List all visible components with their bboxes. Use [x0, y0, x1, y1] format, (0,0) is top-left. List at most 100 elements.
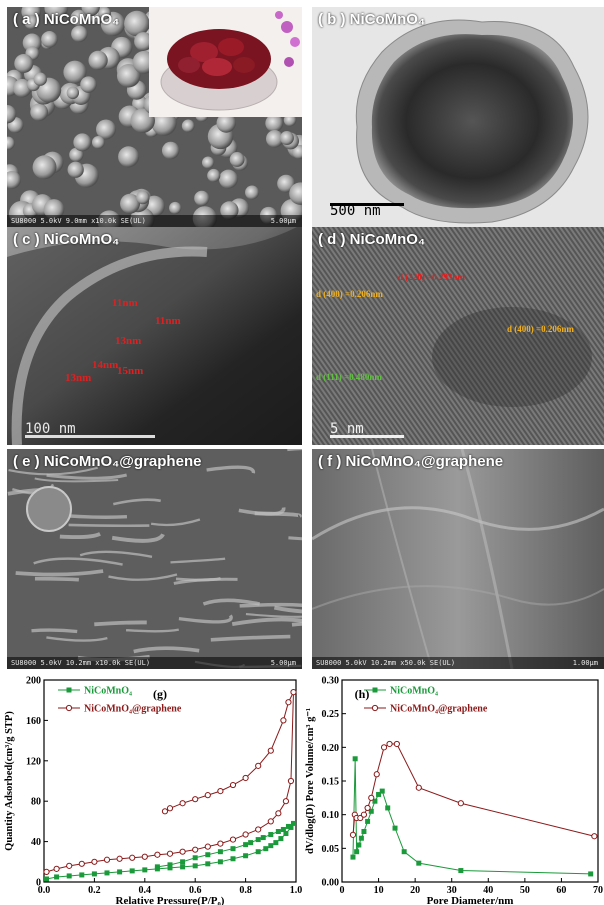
- x-tick-label: 0.2: [88, 885, 101, 896]
- data-point: [217, 840, 224, 847]
- legend-label: NiCoMnO₄: [390, 686, 438, 697]
- panel-a-sem: ( a ) NiCoMnO₄ SU8000 5.0kV 9.0mm x10.0k…: [7, 7, 302, 227]
- microsphere: [116, 64, 141, 88]
- legend-label: NiCoMnO₄: [84, 686, 132, 697]
- data-point: [457, 800, 464, 807]
- data-point: [161, 808, 169, 815]
- microsphere: [216, 113, 236, 133]
- x-tick-label: 60: [556, 885, 566, 896]
- microsphere: [63, 60, 87, 84]
- graphene-wrinkle: [79, 550, 153, 558]
- data-point: [242, 831, 249, 838]
- data-point: [364, 804, 371, 812]
- data-point: [275, 829, 281, 834]
- microsphere: [292, 144, 302, 160]
- data-point: [217, 788, 224, 795]
- microsphere: [7, 104, 17, 124]
- data-point: [217, 859, 223, 865]
- legend-marker: [66, 687, 72, 693]
- y-tick-label: 0.25: [322, 709, 340, 720]
- data-point: [116, 855, 123, 862]
- graphene-wrinkle: [231, 617, 302, 627]
- data-point: [385, 805, 391, 811]
- graphene-wrinkle: [94, 620, 147, 627]
- microsphere: [120, 193, 141, 214]
- x-tick-label: 0.8: [239, 885, 252, 896]
- graphene-wrinkle: [31, 628, 78, 634]
- panel-b-particle: [355, 19, 589, 224]
- microsphere: [43, 199, 65, 220]
- x-tick-label: 1.0: [290, 885, 302, 896]
- graphene-wrinkle: [202, 598, 261, 606]
- data-point: [229, 836, 237, 843]
- panel-e-sem: ( e ) NiCoMnO₄@graphene SU8000 5.0kV 10.…: [7, 449, 302, 669]
- panel-c-label: ( c ) NiCoMnO₄: [13, 231, 120, 248]
- data-point: [142, 867, 148, 873]
- legend-label: NiCoMnO₄@graphene: [390, 704, 488, 715]
- graphene-wrinkle: [254, 511, 302, 519]
- microsphere: [22, 33, 42, 53]
- graphene-wrinkle: [245, 613, 302, 618]
- data-point: [365, 818, 371, 824]
- graphene-wrinkle: [111, 533, 165, 543]
- microsphere: [283, 113, 297, 127]
- data-point: [167, 865, 173, 871]
- data-point: [179, 800, 186, 807]
- panel-letter: (g): [153, 687, 167, 701]
- x-axis-label: Relative Pressure(P/P₀): [116, 895, 225, 905]
- microsphere: [88, 50, 108, 71]
- microsphere: [136, 190, 150, 205]
- x-tick-label: 30: [447, 885, 457, 896]
- panel-b-scalebar: [330, 203, 404, 206]
- graphene-wrinkle: [273, 605, 302, 614]
- data-point: [268, 832, 274, 838]
- data-point: [66, 873, 72, 879]
- data-point: [376, 791, 382, 797]
- graphene-wrinkle: [68, 523, 150, 528]
- microsphere: [96, 119, 116, 140]
- y-axis-label: dV/dlog(D) Pore Volume/cm³ g⁻¹: [305, 708, 316, 854]
- microsphere: [229, 152, 245, 167]
- data-point: [230, 856, 236, 862]
- panel-c-annotation: 11nm: [155, 315, 181, 327]
- x-tick-label: 0.0: [38, 885, 51, 896]
- y-axis-label: Quantity Adsorbed(cm³/g STP): [4, 711, 15, 851]
- graphene-wrinkle: [288, 536, 302, 541]
- microsphere: [279, 131, 294, 146]
- data-point: [267, 747, 274, 754]
- microsphere: [124, 10, 150, 37]
- data-point: [192, 796, 199, 803]
- microsphere: [220, 201, 239, 220]
- data-point: [290, 689, 297, 696]
- microsphere: [80, 76, 97, 93]
- x-tick-label: 40: [483, 885, 493, 896]
- data-point: [104, 870, 110, 876]
- data-point: [166, 850, 174, 857]
- graphene-ball: [26, 486, 72, 532]
- graphene-wrinkle: [33, 557, 123, 566]
- graphene-wrinkle: [170, 557, 226, 564]
- graphene-wrinkle: [108, 573, 178, 581]
- panel-f-footer: SU8000 5.0kV 10.2mm x50.0k SE(UL): [312, 657, 604, 669]
- data-point: [356, 842, 362, 848]
- data-point: [78, 860, 85, 867]
- data-point: [415, 784, 422, 791]
- microsphere: [69, 147, 84, 162]
- y-tick-label: 80: [31, 797, 41, 808]
- y-tick-label: 200: [26, 676, 41, 687]
- data-point: [243, 853, 249, 859]
- graphene-wrinkle: [150, 518, 201, 527]
- data-point: [350, 854, 356, 860]
- graphene-wrinkle: [125, 628, 179, 633]
- microsphere: [73, 133, 92, 152]
- microsphere: [118, 146, 140, 168]
- y-tick-label: 0.00: [322, 878, 340, 889]
- graphene-wrinkle: [59, 532, 101, 540]
- microsphere: [70, 9, 88, 27]
- data-point: [205, 852, 211, 858]
- data-point: [204, 843, 211, 850]
- data-point: [392, 825, 398, 831]
- microsphere: [71, 25, 88, 43]
- panel-c-tem: ( c ) NiCoMnO₄ 11nm 11nm 13nm 14nm 15nm …: [7, 227, 302, 445]
- graphene-wrinkle: [46, 636, 108, 642]
